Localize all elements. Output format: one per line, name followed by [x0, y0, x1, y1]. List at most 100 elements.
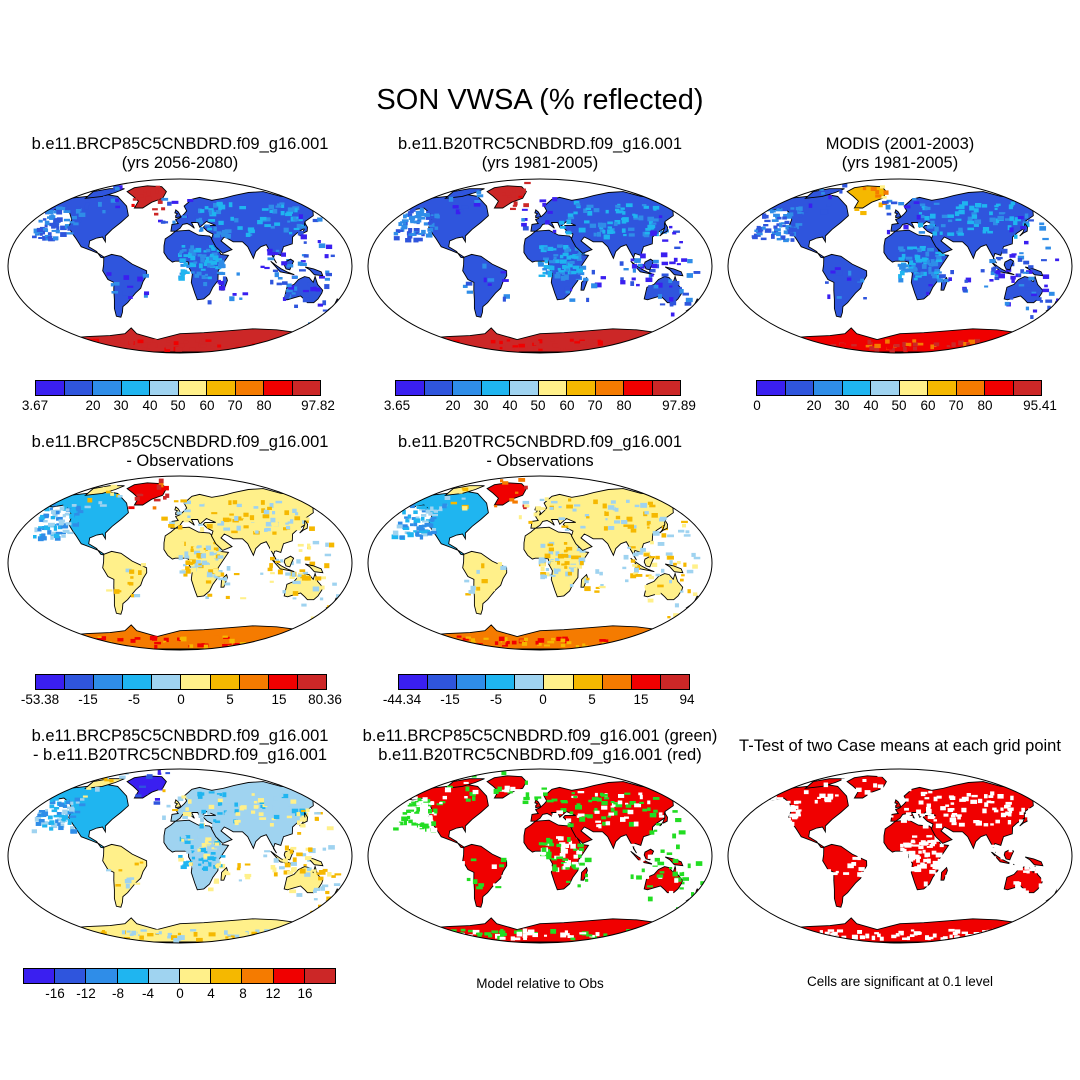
grid-cell [216, 201, 223, 206]
grid-cell [905, 346, 909, 350]
grid-cell [942, 936, 948, 940]
grid-cell [551, 574, 556, 577]
grid-cell [891, 201, 898, 205]
grid-cell [664, 830, 669, 833]
map-historical-minus-obs [367, 475, 713, 651]
grid-cell [882, 769, 889, 775]
grid-cell [541, 787, 548, 790]
grid-cell [646, 521, 652, 526]
grid-cell [287, 871, 294, 875]
grid-cell [900, 933, 904, 936]
grid-cell [491, 930, 499, 934]
grid-cell [665, 552, 673, 556]
grid-cell [839, 343, 845, 348]
grid-cell [522, 928, 528, 934]
grid-cell [90, 929, 97, 932]
grid-cell [69, 513, 74, 519]
grid-cell [118, 869, 123, 872]
grid-cell [243, 512, 249, 517]
colorbar-tick-label: 80 [616, 398, 632, 413]
grid-cell [578, 557, 586, 563]
grid-cell [191, 856, 196, 860]
grid-cell [777, 812, 781, 816]
grid-cell [565, 867, 570, 870]
grid-cell [465, 798, 471, 802]
grid-cell [109, 338, 113, 342]
colorbar-tick-label: 8 [239, 986, 247, 1001]
grid-cell [178, 855, 183, 859]
grid-cell [459, 771, 464, 775]
landmass-africa [523, 819, 590, 891]
grid-cell [630, 573, 637, 579]
grid-cell [926, 291, 930, 296]
grid-cell [213, 635, 220, 641]
grid-cell [990, 823, 994, 826]
grid-cell [71, 635, 77, 641]
grid-cell [623, 268, 629, 271]
grid-cell [283, 504, 290, 508]
grid-cell [569, 260, 575, 265]
grid-cell [239, 520, 245, 526]
grid-cell [318, 876, 324, 881]
grid-cell [644, 585, 652, 589]
grid-cell [775, 818, 782, 822]
grid-cell [209, 256, 213, 261]
grid-cell [267, 567, 273, 572]
grid-cell [247, 341, 251, 346]
grid-cell [185, 566, 190, 570]
landmass-southAmerica [822, 253, 868, 318]
grid-cell [296, 893, 303, 897]
grid-cell [932, 274, 938, 279]
grid-cell [297, 832, 302, 835]
grid-cell [651, 263, 658, 268]
grid-cell [271, 818, 276, 821]
grid-cell [644, 521, 650, 527]
grid-cell [452, 936, 458, 940]
grid-cell [651, 562, 658, 567]
grid-cell [56, 206, 63, 210]
grid-cell [544, 259, 548, 263]
grid-cell [669, 301, 674, 307]
grid-cell [185, 807, 189, 811]
grid-cell [1015, 836, 1020, 842]
grid-cell [38, 819, 45, 823]
grid-cell [237, 226, 243, 230]
grid-cell [952, 931, 958, 936]
grid-cell [316, 872, 322, 875]
grid-cell [38, 526, 44, 529]
grid-cell [594, 810, 600, 814]
grid-cell [599, 639, 606, 642]
grid-cell [209, 550, 216, 553]
grid-cell [300, 811, 307, 816]
grid-cell [201, 643, 205, 648]
grid-cell [39, 232, 43, 236]
grid-cell [819, 930, 823, 935]
grid-cell [438, 644, 443, 649]
grid-cell [437, 506, 443, 511]
grid-cell [576, 524, 581, 530]
grid-cell [640, 508, 645, 514]
grid-cell [1006, 340, 1012, 345]
grid-cell [447, 347, 454, 351]
grid-cell [576, 268, 584, 273]
grid-cell [793, 800, 799, 805]
grid-cell [551, 798, 558, 802]
grid-cell [343, 894, 349, 899]
grid-cell [523, 796, 530, 801]
grid-cell [913, 346, 918, 351]
grid-cell [672, 858, 679, 864]
grid-cell [114, 340, 121, 343]
colorbar-tick-label: 15 [271, 692, 287, 707]
grid-cell [465, 281, 473, 286]
grid-cell [653, 809, 658, 813]
grid-cell [909, 260, 914, 265]
grid-cell [257, 798, 265, 803]
grid-cell [575, 274, 581, 279]
grid-cell [751, 235, 756, 238]
grid-cell [259, 216, 267, 221]
grid-cell [264, 528, 271, 531]
grid-cell [303, 517, 310, 521]
grid-cell [994, 272, 1000, 277]
grid-cell [564, 286, 571, 291]
grid-cell [573, 211, 578, 215]
